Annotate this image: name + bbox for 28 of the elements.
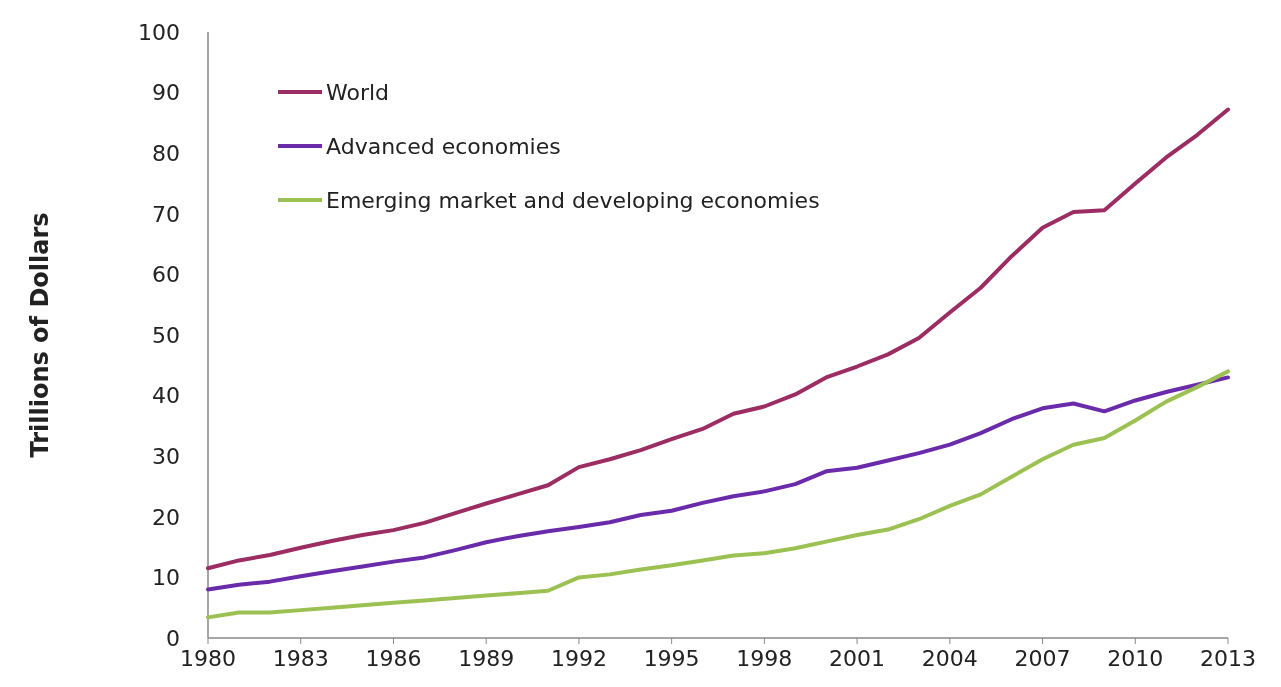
x-tick-label: 2007 bbox=[1014, 646, 1071, 671]
x-tick-label: 1989 bbox=[458, 646, 515, 671]
y-tick-label: 0 bbox=[166, 625, 180, 651]
y-tick-label: 20 bbox=[152, 504, 180, 530]
x-tick-label: 1995 bbox=[643, 646, 700, 671]
y-tick-label: 50 bbox=[152, 322, 180, 348]
y-tick-label: 90 bbox=[152, 80, 180, 106]
legend-label: Emerging market and developing economies bbox=[326, 187, 820, 213]
x-tick-label: 2001 bbox=[829, 646, 886, 671]
x-tick-label: 2013 bbox=[1200, 646, 1256, 671]
y-tick-label: 60 bbox=[152, 262, 180, 288]
x-tick-label: 2004 bbox=[921, 646, 978, 671]
x-tick-label: 1983 bbox=[272, 646, 329, 671]
y-axis-title: Trillions of Dollars bbox=[26, 212, 54, 458]
y-tick-label: 100 bbox=[138, 19, 180, 45]
x-tick-label: 1992 bbox=[550, 646, 607, 671]
y-tick-label: 40 bbox=[152, 383, 180, 409]
y-tick-label: 30 bbox=[152, 443, 180, 469]
y-tick-label: 80 bbox=[152, 140, 180, 166]
x-tick-label: 2010 bbox=[1107, 646, 1164, 671]
y-tick-label: 10 bbox=[152, 565, 180, 591]
x-tick-label: 1980 bbox=[180, 646, 236, 671]
y-tick-label: 70 bbox=[152, 201, 180, 227]
line-series bbox=[206, 107, 1230, 571]
x-tick-label: 1998 bbox=[736, 646, 793, 671]
x-tick-label: 1986 bbox=[365, 646, 422, 671]
legend-label: Advanced economies bbox=[326, 133, 561, 159]
legend-label: World bbox=[326, 79, 390, 105]
